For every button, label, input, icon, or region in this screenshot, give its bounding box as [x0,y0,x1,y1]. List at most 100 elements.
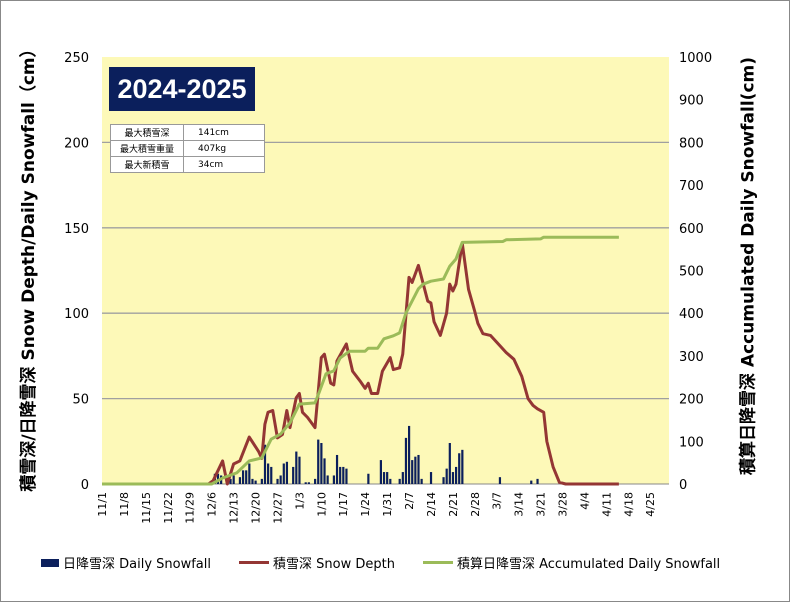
left-tick-label: 200 [64,136,89,151]
left-tick-label: 0 [81,478,89,493]
accumulated-snowfall-line [102,235,619,486]
x-tick-label: 11/8 [118,492,131,517]
snowfall-bar [448,443,451,484]
legend-item-daily-snowfall: 日降雪深 Daily Snowfall [41,553,211,572]
snowfall-bar [429,472,433,484]
x-tick-label: 11/22 [162,492,175,524]
snowfall-bar [229,478,232,484]
x-tick-label: 1/17 [337,492,350,517]
snowfall-bar [451,472,455,484]
x-tick-label: 12/6 [206,492,219,517]
stat-value: 141cm [183,124,265,141]
snowfall-bar [401,472,404,484]
right-tick-label: 500 [679,265,704,280]
plot-area [102,57,669,484]
snowfall-bar [285,461,289,484]
snowfall-bar [307,482,310,484]
snowfall-bar [292,466,295,484]
right-tick-label: 200 [679,393,704,408]
snowfall-bar [298,456,301,484]
legend-label: 日降雪深 Daily Snowfall [63,557,212,572]
snowfall-bar [536,478,539,484]
snowfall-bar [314,478,317,484]
snowfall-bar [407,425,411,484]
snowfall-bar [326,475,329,484]
right-tick-label: 100 [679,435,704,450]
right-tick-label: 400 [679,307,704,322]
snowfall-bar [270,466,273,484]
x-tick-label: 3/7 [491,492,504,510]
legend-swatch-line [239,561,270,564]
snowfall-bar [276,478,279,484]
snowfall-bar [345,468,348,484]
x-tick-label: 1/24 [359,492,372,517]
x-tick-label: 11/29 [184,492,197,524]
x-tick-label: 2/7 [403,492,416,510]
snowfall-bar [367,473,370,484]
legend-item-accumulated: 積算日降雪深 Accumulated Daily Snowfall [422,553,720,572]
snowfall-bar [445,468,448,484]
left-axis-label-text: 積雪深/日降雪深 Snow Depth/Daily Snowfall（cm） [19,40,39,492]
snowfall-bar [248,463,251,484]
right-tick-label: 800 [679,136,704,151]
x-tick-label: 1/3 [293,492,306,510]
x-tick-label: 3/14 [513,492,526,517]
stats-row: 最大積雪深 141cm [110,124,265,141]
stat-label: 最大新積雪 [110,156,184,173]
right-tick-label: 900 [679,94,704,109]
snowfall-bar [411,460,414,484]
x-tick-label: 11/1 [96,492,109,517]
stats-table: 最大積雪深 141cm 最大積雪重量 407kg 最大新積雪 34cm [110,124,265,173]
snowfall-bar [323,458,326,484]
x-tick-label: 4/18 [622,492,635,517]
left-tick-label: 150 [64,222,89,237]
snowfall-bar [263,444,267,484]
left-tick-label: 250 [64,51,89,66]
legend-swatch-line [422,561,453,564]
snowfall-bar [389,478,392,484]
stats-row: 最大積雪重量 407kg [110,140,265,157]
snowfall-bar [342,466,345,484]
snowfall-bar [304,482,307,484]
snowfall-bar [414,456,417,484]
snowfall-bar [260,478,263,484]
x-tick-label: 11/15 [140,492,153,524]
x-tick-label: 4/11 [600,492,613,517]
x-tick-label: 4/4 [578,492,591,510]
legend: 日降雪深 Daily Snowfall 積雪深 Snow Depth 積算日降雪… [41,553,720,572]
x-tick-label: 12/20 [249,492,262,524]
snowfall-bar [317,439,320,484]
legend-swatch-bar [41,558,59,567]
x-tick-label: 12/27 [271,492,284,524]
snowfall-bar [442,477,445,484]
snowfall-bar [379,460,383,484]
right-tick-label: 300 [679,350,704,365]
snowfall-bar [279,475,282,484]
snowfall-bar [398,478,401,484]
snowfall-bar [530,480,533,484]
x-tick-label: 3/28 [556,492,569,517]
snowfall-bar [332,475,336,484]
right-tick-label: 600 [679,222,704,237]
x-tick-label: 2/28 [469,492,482,517]
snowfall-bar [232,475,235,484]
snowfall-bar [417,454,420,484]
stat-label: 最大積雪重量 [110,140,184,157]
left-tick-label: 100 [64,307,89,322]
x-tick-label: 1/10 [315,492,328,517]
snowfall-bar [458,453,461,484]
snowfall-bar [295,451,298,484]
right-tick-label: 700 [679,179,704,194]
snowfall-bar [454,466,458,484]
snowfall-bar [251,478,254,484]
x-tick-label: 4/25 [644,492,657,517]
snowfall-bar [241,470,245,484]
legend-item-snow-depth: 積雪深 Snow Depth [239,553,395,572]
stat-value: 34cm [183,156,265,173]
snowfall-bar [420,478,423,484]
snowfall-bar [339,466,342,484]
snowfall-bar [335,454,339,484]
stat-label: 最大積雪深 [110,124,184,141]
snowfall-bar [386,472,389,484]
